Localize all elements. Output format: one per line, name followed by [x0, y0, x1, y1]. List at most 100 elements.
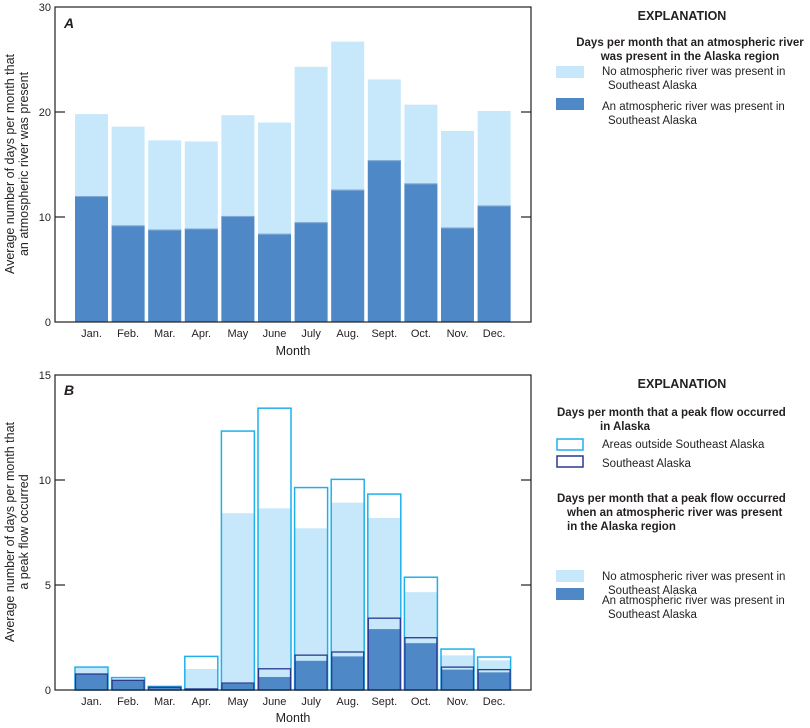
- bar-ar: [221, 683, 255, 690]
- legend-a-item-1-line-1: No atmospheric river was present in: [602, 66, 785, 78]
- chart-a-legend: EXPLANATION Days per month that an atmos…: [556, 9, 804, 127]
- x-tick-label: June: [263, 696, 287, 708]
- legend-b-title: EXPLANATION: [638, 377, 727, 391]
- bar-ar: [477, 672, 511, 690]
- legend-a-swatch-no-ar: [556, 66, 584, 78]
- legend-b-group1-heading-line-2: in Alaska: [600, 421, 651, 433]
- y-tick-label: 30: [39, 2, 51, 14]
- bar-ar: [294, 222, 328, 322]
- chart-b-y-label-line-2: a peak flow occurred: [17, 474, 31, 589]
- x-tick-label: Jan.: [81, 328, 102, 340]
- y-tick-label: 20: [39, 107, 51, 119]
- x-tick-label: Mar.: [154, 328, 175, 340]
- y-tick-label: 10: [39, 212, 51, 224]
- x-tick-label: Sept.: [371, 696, 397, 708]
- legend-b-group2-heading-line-2: when an atmospheric river was present: [566, 507, 783, 519]
- chart-a-y-ticks: 0 10 20 30: [39, 2, 531, 329]
- y-tick-label: 10: [39, 475, 51, 487]
- chart-b-bars: [74, 407, 512, 691]
- y-tick-label: 15: [39, 370, 51, 382]
- chart-b: 0 5 10 15 Jan. Feb. Mar. Apr. May June July Aug. Se…: [3, 370, 786, 725]
- legend-b-group2-item-1-line-2: Southeast Alaska: [608, 585, 697, 597]
- chart-b-y-label: Average number of days per month that a …: [3, 421, 31, 642]
- legend-b-group1-item-1: Areas outside Southeast Alaska: [602, 439, 765, 451]
- legend-a-item-2-line-2: Southeast Alaska: [608, 115, 697, 127]
- legend-a-swatch-ar: [556, 98, 584, 110]
- chart-a-bars: [75, 41, 511, 323]
- x-tick-label: Sept.: [371, 328, 397, 340]
- chart-a-panel-label: A: [63, 15, 74, 31]
- bar-ar: [75, 196, 108, 322]
- bar-ar: [477, 205, 511, 322]
- bar-ar: [367, 629, 401, 690]
- bar-ar: [258, 233, 291, 322]
- legend-a-heading-line-2: was present in the Alaska region: [600, 51, 780, 63]
- chart-a-y-label: Average number of days per month that an…: [3, 53, 31, 274]
- chart-b-y-label-line-1: Average number of days per month that: [3, 421, 17, 642]
- bar-ar: [441, 227, 474, 322]
- legend-b-group2-item-2-line-2: Southeast Alaska: [608, 609, 697, 621]
- legend-b-group2-item-1-line-1: No atmospheric river was present in: [602, 571, 785, 583]
- bar-ar: [111, 225, 145, 322]
- y-tick-label: 5: [45, 580, 51, 592]
- legend-a-item-2-line-1: An atmospheric river was present in: [602, 101, 785, 113]
- legend-b-group2-heading-line-3: in the Alaska region: [567, 521, 676, 533]
- bar-ar: [331, 189, 365, 322]
- legend-b-swatch-ar: [556, 588, 584, 600]
- x-tick-label: Apr.: [192, 328, 212, 340]
- legend-a-title: EXPLANATION: [638, 9, 727, 23]
- bar-ar: [441, 669, 474, 690]
- x-tick-label: May: [228, 328, 249, 340]
- bar-no-ar: [258, 508, 291, 690]
- bar-ar: [221, 215, 255, 322]
- legend-b-swatch-outside-se: [556, 438, 584, 451]
- x-tick-label: Dec.: [483, 696, 506, 708]
- bar-ar: [148, 229, 182, 322]
- bar-no-ar: [184, 669, 218, 690]
- legend-a-item-1-line-2: Southeast Alaska: [608, 80, 697, 92]
- bar-ar: [111, 680, 145, 690]
- bar-ar: [294, 660, 328, 690]
- x-tick-label: Nov.: [447, 328, 469, 340]
- x-tick-label: May: [228, 696, 249, 708]
- x-tick-label: Oct.: [411, 696, 431, 708]
- x-tick-label: Feb.: [117, 328, 139, 340]
- chart-a-y-label-line-2: an atmospheric river was present: [17, 71, 31, 256]
- bar-ar: [258, 676, 291, 690]
- x-tick-label: Dec.: [483, 328, 506, 340]
- legend-b-group1-item-2: Southeast Alaska: [602, 458, 691, 470]
- legend-b-group2-heading-line-1: Days per month that a peak flow occurred: [557, 493, 786, 505]
- x-tick-label: Nov.: [447, 696, 469, 708]
- bar-ar: [404, 183, 438, 322]
- y-tick-label: 0: [45, 685, 51, 697]
- x-tick-label: Apr.: [192, 696, 212, 708]
- chart-a-x-ticks: Jan. Feb. Mar. Apr. May June July Aug. Sept. Oct.…: [81, 328, 505, 340]
- x-tick-label: Aug.: [336, 696, 359, 708]
- bar-no-ar: [221, 513, 255, 690]
- legend-a-heading-line-1: Days per month that an atmospheric river: [576, 37, 804, 49]
- legend-b-swatch-se: [556, 455, 584, 468]
- x-tick-label: July: [301, 328, 321, 340]
- chart-b-panel-label: B: [64, 382, 74, 398]
- y-tick-label: 0: [45, 317, 51, 329]
- legend-b-swatch-no-ar: [556, 570, 584, 582]
- chart-b-x-ticks: Jan. Feb. Mar. Apr. May June July Aug. Sept. Oct.…: [81, 696, 505, 708]
- x-tick-label: Jan.: [81, 696, 102, 708]
- x-tick-label: Feb.: [117, 696, 139, 708]
- x-tick-label: Mar.: [154, 696, 175, 708]
- legend-b-group2-item-2-line-1: An atmospheric river was present in: [602, 595, 785, 607]
- bar-ar: [404, 643, 438, 690]
- x-tick-label: July: [301, 696, 321, 708]
- bar-ar: [367, 160, 401, 322]
- x-tick-label: Oct.: [411, 328, 431, 340]
- bar-ar: [184, 228, 218, 322]
- x-tick-label: June: [263, 328, 287, 340]
- chart-b-legend: EXPLANATION Days per month that a peak f…: [556, 377, 786, 621]
- chart-a-x-label: Month: [276, 344, 311, 358]
- bar-ar: [331, 656, 365, 690]
- bar-ar: [75, 674, 108, 690]
- bar-ar: [148, 687, 182, 690]
- x-tick-label: Aug.: [336, 328, 359, 340]
- chart-a-y-label-line-1: Average number of days per month that: [3, 53, 17, 274]
